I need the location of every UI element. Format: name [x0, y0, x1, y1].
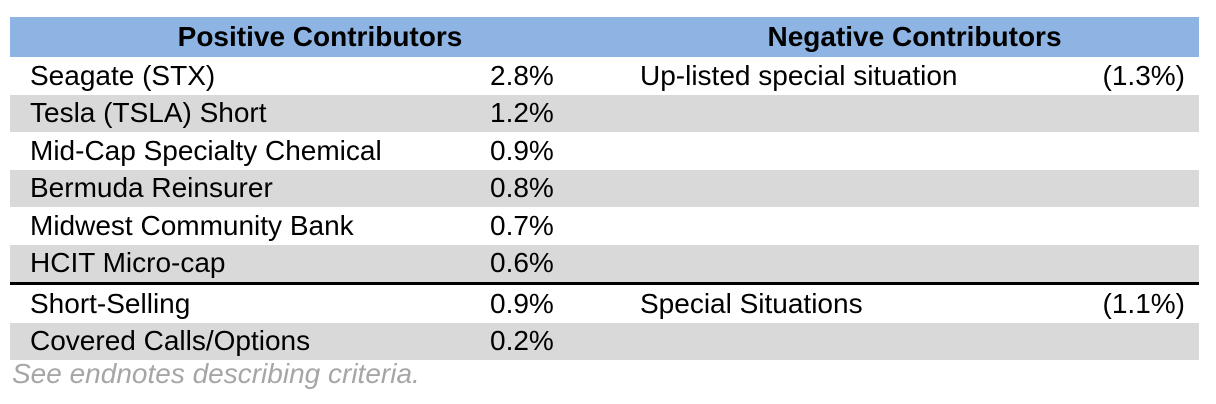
- negative-label-cell: [630, 323, 1060, 361]
- positive-value-cell: 0.9%: [490, 287, 554, 319]
- negative-value-cell: [1060, 170, 1199, 208]
- table-header-row: Positive Contributors Negative Contribut…: [10, 17, 1199, 57]
- positive-value-cell: 2.8%: [490, 59, 554, 91]
- table-row: Midwest Community Bank 0.7%: [10, 207, 1199, 245]
- positive-label-cell: Bermuda Reinsurer: [30, 172, 273, 204]
- table-row: Short-Selling 0.9% Special Situations (1…: [10, 285, 1199, 323]
- positive-label-cell: Mid-Cap Specialty Chemical: [30, 134, 382, 166]
- negative-value-cell: [1060, 245, 1199, 283]
- table-row: Covered Calls/Options 0.2%: [10, 322, 1199, 361]
- negative-label-cell: [630, 95, 1060, 133]
- negative-label-cell: Special Situations: [640, 287, 863, 319]
- negative-label-cell: [630, 132, 1060, 170]
- table-row: Mid-Cap Specialty Chemical 0.9%: [10, 132, 1199, 170]
- table-row: Seagate (STX) 2.8% Up-listed special sit…: [10, 57, 1199, 95]
- positive-contributors-header: Positive Contributors: [177, 21, 463, 52]
- positive-label-cell: Seagate (STX): [30, 59, 216, 91]
- table-row: Bermuda Reinsurer 0.8%: [10, 169, 1199, 208]
- negative-value-cell: (1.3%): [1102, 59, 1185, 91]
- negative-label-cell: [630, 207, 1060, 245]
- positive-value-cell: 0.2%: [490, 325, 554, 357]
- table-row: Tesla (TSLA) Short 1.2%: [10, 94, 1199, 133]
- negative-value-cell: [1060, 323, 1199, 361]
- section-divider-line: [10, 282, 1199, 285]
- negative-label-cell: Up-listed special situation: [640, 59, 958, 91]
- negative-label-cell: [630, 170, 1060, 208]
- negative-value-cell: [1060, 132, 1199, 170]
- positive-label-cell: HCIT Micro-cap: [30, 247, 226, 279]
- negative-value-cell: [1060, 95, 1199, 133]
- positive-value-cell: 0.7%: [490, 209, 554, 241]
- positive-value-cell: 0.9%: [490, 134, 554, 166]
- negative-contributors-header: Negative Contributors: [767, 21, 1062, 52]
- endnotes-footnote: See endnotes describing criteria.: [12, 358, 420, 389]
- table-row: HCIT Micro-cap 0.6%: [10, 244, 1199, 283]
- positive-value-cell: 0.8%: [490, 172, 554, 204]
- positive-label-cell: Midwest Community Bank: [30, 209, 354, 241]
- negative-label-cell: [630, 245, 1060, 283]
- negative-value-cell: [1060, 207, 1199, 245]
- positive-value-cell: 0.6%: [490, 247, 554, 279]
- positive-label-cell: Short-Selling: [30, 287, 191, 319]
- positive-value-cell: 1.2%: [490, 97, 554, 129]
- positive-label-cell: Tesla (TSLA) Short: [30, 97, 267, 129]
- negative-value-cell: (1.1%): [1102, 287, 1185, 319]
- contributors-table: Positive Contributors Negative Contribut…: [10, 17, 1199, 360]
- positive-label-cell: Covered Calls/Options: [30, 325, 311, 357]
